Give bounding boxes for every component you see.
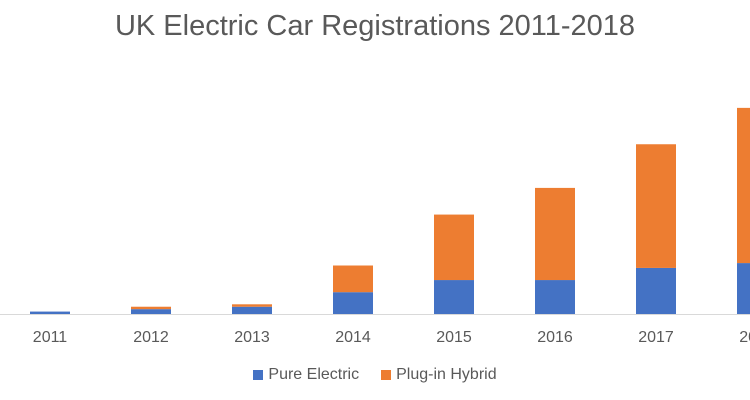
bar-plug-in-hybrid-2017	[636, 144, 676, 268]
bar-plug-in-hybrid-2016	[535, 187, 575, 281]
bar-pure-electric-2017	[636, 267, 676, 314]
x-tick-label-2011: 2011	[33, 329, 68, 346]
x-tick-label-2012: 2012	[133, 329, 169, 346]
bar-pure-electric-2018	[737, 263, 750, 314]
bar-plug-in-hybrid-2013	[232, 304, 272, 307]
bar-plug-in-hybrid-2014	[333, 265, 373, 293]
bar-pure-electric-2014	[333, 292, 373, 314]
legend: Pure Electric Plug-in Hybrid	[0, 366, 750, 384]
bar-pure-electric-2013	[232, 306, 272, 314]
bar-pure-electric-2015	[434, 280, 474, 314]
legend-swatch-plug-in-hybrid	[381, 370, 392, 380]
legend-item-plug-in-hybrid: Plug-in Hybrid	[381, 366, 497, 384]
x-tick-label-2016: 2016	[537, 329, 573, 346]
x-tick-label-2013: 2013	[234, 329, 270, 346]
x-tick-label-2014: 2014	[335, 329, 371, 346]
x-tick-label-2018: 2018	[739, 329, 750, 346]
bar-plug-in-hybrid-2018	[737, 107, 750, 264]
bar-pure-electric-2011	[30, 311, 70, 314]
legend-item-pure-electric: Pure Electric	[253, 366, 359, 384]
legend-label-pure-electric: Pure Electric	[268, 366, 360, 383]
x-tick-label-2015: 2015	[436, 329, 472, 346]
bar-plug-in-hybrid-2012	[131, 306, 171, 310]
x-tick-label-2017: 2017	[638, 329, 674, 346]
chart-title: UK Electric Car Registrations 2011-2018	[114, 10, 636, 42]
bar-plug-in-hybrid-2015	[434, 214, 474, 281]
legend-swatch-pure-electric	[253, 370, 264, 380]
bar-pure-electric-2016	[535, 280, 575, 314]
bar-pure-electric-2012	[131, 309, 171, 314]
legend-label-plug-in-hybrid: Plug-in Hybrid	[396, 366, 497, 383]
